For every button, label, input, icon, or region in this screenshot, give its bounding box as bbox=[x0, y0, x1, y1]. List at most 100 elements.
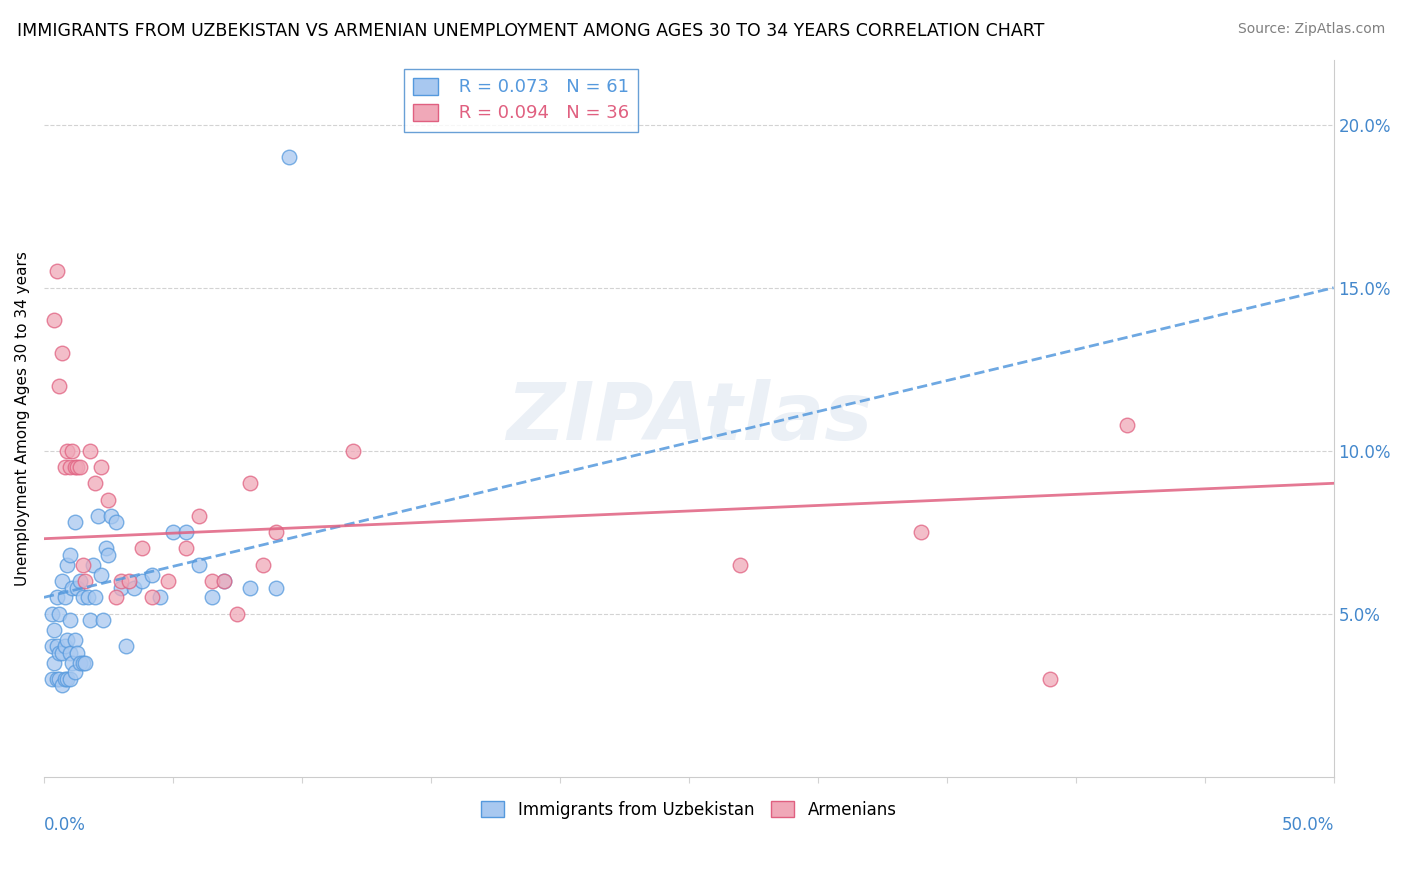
Point bbox=[131, 541, 153, 556]
Point bbox=[252, 558, 274, 572]
Point bbox=[69, 656, 91, 670]
Point bbox=[79, 613, 101, 627]
Point bbox=[97, 548, 120, 562]
Point bbox=[53, 591, 76, 605]
Point bbox=[60, 656, 83, 670]
Point bbox=[214, 574, 236, 588]
Point bbox=[131, 574, 153, 588]
Point bbox=[60, 443, 83, 458]
Point bbox=[45, 591, 67, 605]
Point bbox=[200, 591, 222, 605]
Point bbox=[63, 632, 86, 647]
Point bbox=[56, 443, 79, 458]
Point bbox=[56, 672, 79, 686]
Point bbox=[87, 508, 110, 523]
Text: ZIPAtlas: ZIPAtlas bbox=[506, 379, 872, 457]
Point bbox=[75, 574, 97, 588]
Point bbox=[141, 591, 163, 605]
Point bbox=[187, 558, 209, 572]
Point bbox=[66, 646, 89, 660]
Point bbox=[63, 665, 86, 680]
Point bbox=[115, 640, 138, 654]
Y-axis label: Unemployment Among Ages 30 to 34 years: Unemployment Among Ages 30 to 34 years bbox=[15, 251, 30, 585]
Legend: Immigrants from Uzbekistan, Armenians: Immigrants from Uzbekistan, Armenians bbox=[474, 794, 903, 826]
Point bbox=[91, 613, 114, 627]
Point bbox=[44, 656, 66, 670]
Point bbox=[53, 672, 76, 686]
Point bbox=[264, 525, 287, 540]
Point bbox=[72, 558, 94, 572]
Point bbox=[90, 460, 112, 475]
Point bbox=[84, 591, 107, 605]
Point bbox=[200, 574, 222, 588]
Point bbox=[910, 525, 932, 540]
Point bbox=[69, 460, 91, 475]
Point bbox=[730, 558, 752, 572]
Point bbox=[118, 574, 141, 588]
Point bbox=[174, 525, 197, 540]
Point bbox=[44, 313, 66, 327]
Point bbox=[105, 516, 128, 530]
Text: 0.0%: 0.0% bbox=[44, 816, 86, 834]
Point bbox=[79, 443, 101, 458]
Point bbox=[239, 476, 262, 491]
Point bbox=[56, 632, 79, 647]
Point bbox=[162, 525, 184, 540]
Point bbox=[94, 541, 117, 556]
Point bbox=[48, 378, 70, 392]
Point bbox=[156, 574, 179, 588]
Point bbox=[264, 581, 287, 595]
Point bbox=[105, 591, 128, 605]
Point bbox=[226, 607, 249, 621]
Text: Source: ZipAtlas.com: Source: ZipAtlas.com bbox=[1237, 22, 1385, 37]
Point bbox=[63, 516, 86, 530]
Point bbox=[239, 581, 262, 595]
Point bbox=[51, 678, 73, 692]
Point bbox=[56, 558, 79, 572]
Point bbox=[59, 460, 82, 475]
Point bbox=[48, 646, 70, 660]
Point bbox=[59, 672, 82, 686]
Point bbox=[51, 346, 73, 360]
Point bbox=[45, 264, 67, 278]
Point bbox=[63, 460, 86, 475]
Point bbox=[53, 460, 76, 475]
Point bbox=[59, 646, 82, 660]
Point bbox=[41, 672, 63, 686]
Point bbox=[75, 656, 97, 670]
Point bbox=[60, 581, 83, 595]
Point bbox=[45, 640, 67, 654]
Point bbox=[141, 567, 163, 582]
Point bbox=[90, 567, 112, 582]
Point bbox=[51, 646, 73, 660]
Point bbox=[41, 640, 63, 654]
Text: 50.0%: 50.0% bbox=[1281, 816, 1334, 834]
Point bbox=[72, 656, 94, 670]
Point bbox=[84, 476, 107, 491]
Point bbox=[174, 541, 197, 556]
Point bbox=[187, 508, 209, 523]
Point bbox=[45, 672, 67, 686]
Point bbox=[76, 591, 98, 605]
Point bbox=[214, 574, 236, 588]
Point bbox=[1039, 672, 1062, 686]
Point bbox=[59, 613, 82, 627]
Text: IMMIGRANTS FROM UZBEKISTAN VS ARMENIAN UNEMPLOYMENT AMONG AGES 30 TO 34 YEARS CO: IMMIGRANTS FROM UZBEKISTAN VS ARMENIAN U… bbox=[17, 22, 1045, 40]
Point bbox=[66, 460, 89, 475]
Point bbox=[69, 574, 91, 588]
Point bbox=[110, 581, 132, 595]
Point bbox=[100, 508, 122, 523]
Point bbox=[51, 574, 73, 588]
Point bbox=[48, 672, 70, 686]
Point bbox=[72, 591, 94, 605]
Point bbox=[278, 150, 301, 164]
Point bbox=[97, 492, 120, 507]
Point bbox=[66, 581, 89, 595]
Point bbox=[110, 574, 132, 588]
Point bbox=[342, 443, 364, 458]
Point bbox=[1116, 417, 1139, 432]
Point bbox=[44, 623, 66, 637]
Point bbox=[149, 591, 172, 605]
Point bbox=[59, 548, 82, 562]
Point bbox=[53, 640, 76, 654]
